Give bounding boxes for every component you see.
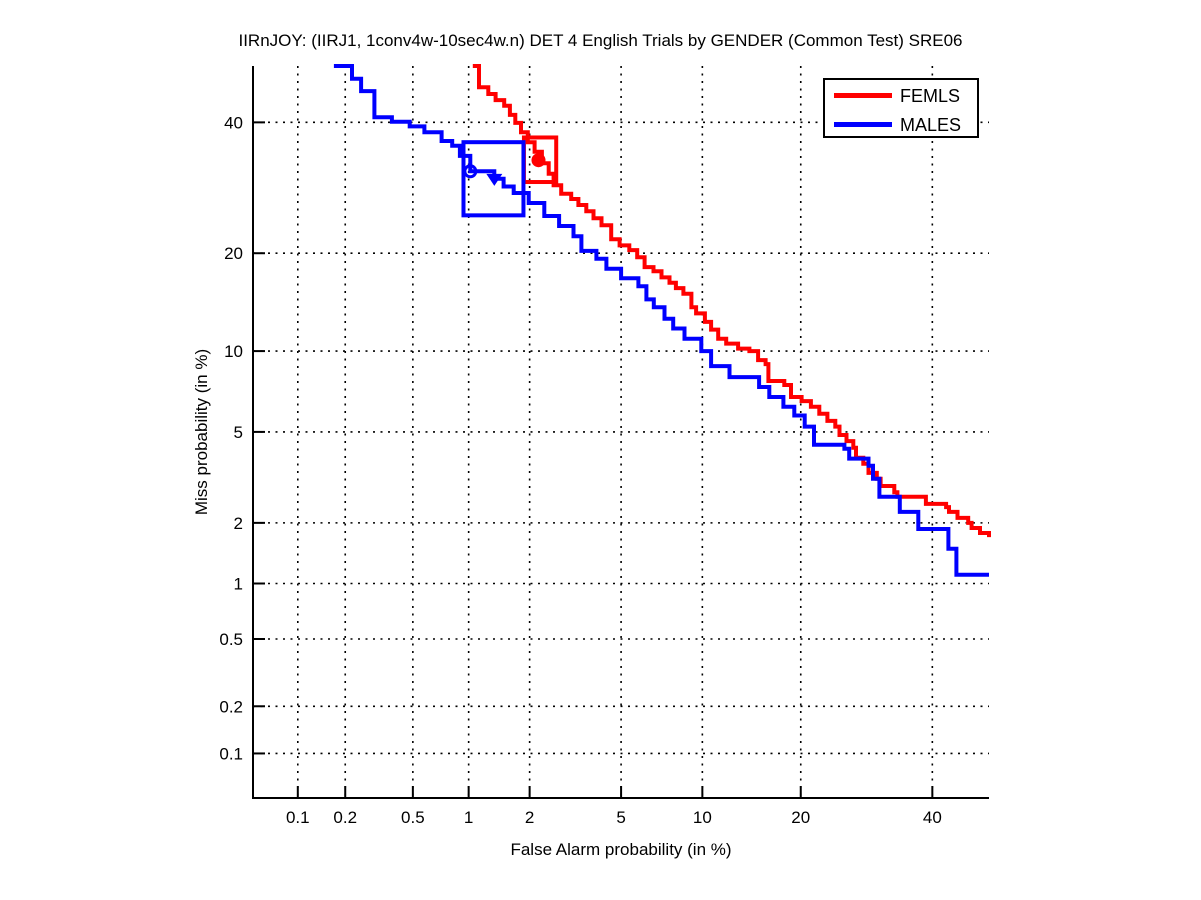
dcf-box-males (461, 140, 526, 218)
x-tick-label: 1 (464, 808, 473, 827)
y-axis-label: Miss probability (in %) (192, 349, 211, 515)
legend-label-femls: FEMLS (900, 85, 961, 106)
y-tick-label: 20 (224, 244, 243, 263)
femls-line-swatch (834, 93, 892, 98)
marker-filled-circle-femls (531, 153, 546, 168)
y-tick-label: 0.2 (219, 697, 243, 716)
legend: FEMLS MALES (823, 78, 979, 138)
x-tick-label: 2 (525, 808, 534, 827)
legend-entry-femls: FEMLS (825, 82, 977, 109)
y-tick-label: 0.1 (219, 744, 243, 763)
y-tick-label: 2 (234, 514, 243, 533)
x-tick-label: 0.2 (333, 808, 357, 827)
x-tick-label: 0.1 (286, 808, 310, 827)
y-tick-label: 1 (234, 575, 243, 594)
marker-triangle-down-males (486, 173, 503, 186)
plot-title: IIRnJOY: (IIRJ1, 1conv4w-10sec4w.n) DET … (238, 31, 963, 50)
legend-label-males: MALES (900, 114, 962, 135)
y-tick-label: 0.5 (219, 630, 243, 649)
x-tick-label: 40 (923, 808, 942, 827)
y-tick-label: 40 (224, 113, 243, 132)
males-line-swatch (834, 122, 892, 127)
y-tick-label: 10 (224, 342, 243, 361)
y-tick-label: 5 (234, 423, 243, 442)
marker-open-circle-males (463, 164, 478, 179)
x-tick-label: 20 (791, 808, 810, 827)
x-axis-label: False Alarm probability (in %) (510, 840, 731, 859)
x-tick-label: 0.5 (401, 808, 425, 827)
det-curve-males (333, 64, 989, 577)
legend-entry-males: MALES (825, 111, 977, 138)
x-tick-label: 5 (616, 808, 625, 827)
x-tick-label: 10 (693, 808, 712, 827)
